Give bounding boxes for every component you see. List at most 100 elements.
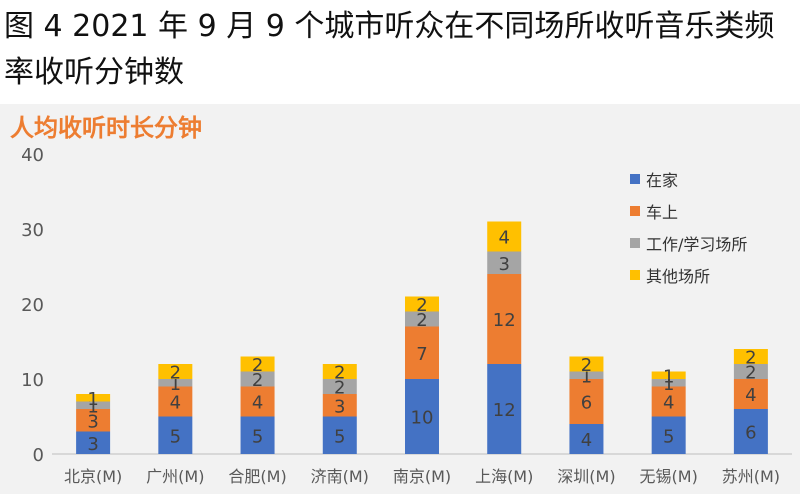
legend-label: 车上 [646,203,679,222]
bar-segment [240,371,275,387]
data-label: 2 [745,363,756,384]
figure-title: 图 4 2021 年 9 月 9 个城市听众在不同场所收听音乐类频率收听分钟数 [4,9,775,90]
data-label: 4 [745,385,756,406]
y-tick-label: 20 [21,295,44,316]
data-label: 6 [745,423,756,444]
data-label: 3 [498,254,509,275]
y-tick-label: 10 [21,370,44,391]
x-tick-label: 济南(M) [311,467,369,486]
data-label: 7 [416,344,427,365]
bar-segment [76,401,111,409]
bar-segment [405,379,439,454]
legend-swatch [630,238,640,248]
x-tick-label: 苏州(M) [722,467,780,486]
legend-swatch [630,206,640,216]
bar-segment [158,379,193,387]
bar-segment [405,296,439,312]
data-label: 4 [252,393,263,414]
bar-segment [569,356,604,372]
bar-segment [240,386,275,417]
data-label: 2 [170,363,181,384]
data-label: 6 [581,393,592,414]
bar-segment [651,386,686,417]
data-label: 4 [663,393,674,414]
bar-segment [240,356,275,372]
legend-item: 工作/学习场所 [630,232,747,254]
data-label: 1 [87,396,98,417]
legend-item: 在家 [630,168,747,190]
y-tick-label: 30 [21,220,44,241]
x-tick-label: 广州(M) [146,467,204,486]
bar-segment [569,424,604,454]
bar-segment [487,251,522,274]
x-tick-label: 深圳(M) [557,467,615,486]
data-label: 2 [745,348,756,369]
data-label: 2 [416,295,427,316]
data-label: 4 [498,228,509,249]
bar-segment [569,371,604,379]
y-tick-label: 0 [33,445,44,466]
bar-segment [322,394,357,417]
bar-chart: 0 10 20 30 40 北京(M) 广州(M) 合肥(M) 济南(M) 南京(M) 上海(M) 深… [21,145,792,486]
chart-title: 人均收听时长分钟 [10,114,202,142]
bar-segment [76,394,111,402]
data-label: 5 [170,426,181,447]
bar-segment [569,379,604,424]
bar-segment [158,364,193,379]
data-label: 12 [493,400,516,421]
bar-segment [733,409,768,454]
x-tick-label: 合肥(M) [228,467,286,486]
bar-segment [651,371,686,379]
data-label: 2 [334,363,345,384]
data-label: 10 [411,408,434,429]
legend-label: 工作/学习场所 [646,235,748,254]
bar-segment [733,364,768,379]
y-tick-label: 40 [21,145,44,166]
bar-segment [487,274,522,364]
bar-segment [322,379,357,394]
data-label: 1 [170,374,181,395]
x-tick-label: 无锡(M) [640,467,698,486]
bar-segment [651,379,686,387]
chart-legend: 在家车上工作/学习场所 其他场所 [630,168,747,296]
data-label: 3 [334,396,345,417]
bar-segment [651,416,686,454]
bar-segment [405,311,439,327]
bar-segment [322,364,357,379]
legend-item: 车上 [630,200,747,222]
data-label: 2 [334,378,345,399]
legend-label: 其他场所 [646,267,711,286]
legend-swatch [630,174,640,184]
data-label: 1 [663,374,674,395]
legend-label: 在家 [646,171,679,190]
x-tick-label: 南京(M) [393,467,451,486]
bar-segment [322,416,357,454]
bar-segment [158,416,193,454]
data-label: 5 [663,426,674,447]
bar-segment [733,379,768,409]
data-label: 4 [170,393,181,414]
legend-swatch [630,270,640,280]
data-label: 12 [493,310,516,331]
data-label: 1 [581,366,592,387]
bar-segment [76,431,111,454]
bar-segment [487,221,522,252]
chart-panel: 人均收听时长分钟 0 10 20 30 40 北京(M) 广州(M) 合肥(M) 济南(M) 南京… [0,104,800,494]
data-label: 2 [252,355,263,376]
data-label: 3 [87,411,98,432]
bar-segment [240,416,275,454]
x-tick-label: 北京(M) [64,467,122,486]
bar-segment [158,386,193,417]
data-label: 2 [581,355,592,376]
data-label: 5 [334,426,345,447]
data-label: 3 [87,434,98,455]
bar-segment [733,349,768,364]
data-label: 1 [663,366,674,387]
bar-segment [487,364,522,454]
x-tick-label: 上海(M) [475,467,533,486]
legend-item: 其他场所 [630,264,747,286]
bar-segment [76,409,111,432]
bar-segment [405,326,439,379]
data-label: 1 [87,389,98,410]
data-label: 4 [581,430,592,451]
